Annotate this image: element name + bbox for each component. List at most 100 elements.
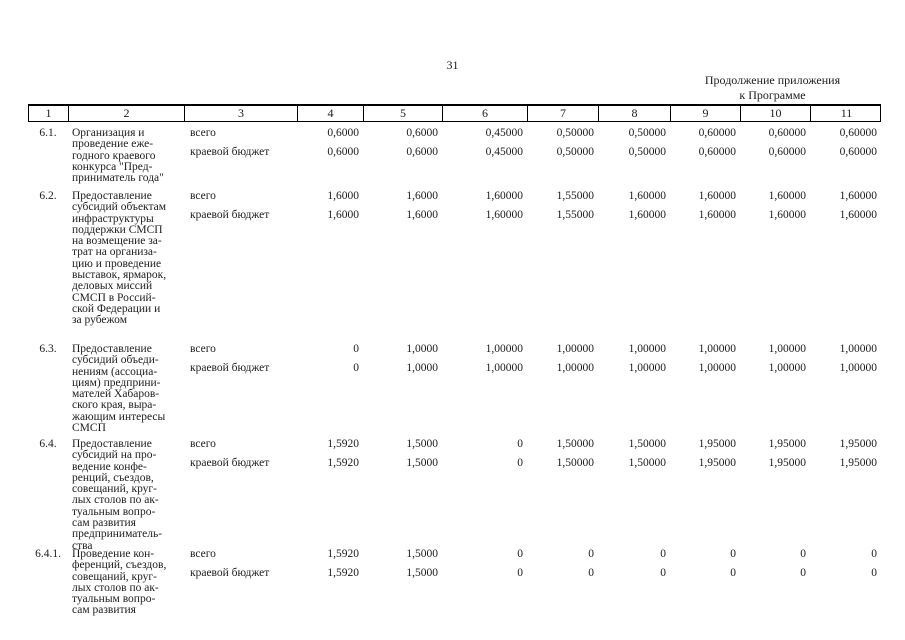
value-cell: 1,60000	[628, 209, 666, 221]
value-column: 0,6000 0,6000	[363, 127, 442, 158]
value-column: 0 0	[297, 343, 363, 374]
value-column: 1,5000 1,5000	[363, 548, 442, 579]
value-cell: 1,5000	[406, 567, 438, 579]
value-cell: 1,6000	[327, 190, 359, 202]
funding-source-label: всего	[190, 190, 216, 202]
value-cell: 1,95000	[839, 457, 877, 469]
value-column: 0,45000 0,45000	[442, 127, 527, 158]
value-column: 1,6000 1,6000	[297, 190, 363, 221]
value-cell: 0,60000	[768, 127, 806, 139]
value-cell: 1,00000	[485, 362, 523, 374]
value-column: 1,95000 1,95000	[810, 438, 881, 469]
value-column: 0 0	[598, 548, 670, 579]
value-cell: 0,6000	[406, 146, 438, 158]
value-cell: 1,5920	[327, 457, 359, 469]
header-cell-6: 6	[443, 106, 528, 121]
value-cell: 0	[871, 567, 877, 579]
value-column: 0,60000 0,60000	[740, 127, 810, 158]
value-cell: 1,00000	[698, 343, 736, 355]
header-cell-3: 3	[185, 106, 298, 121]
value-cell: 1,60000	[628, 190, 666, 202]
value-cell: 1,60000	[768, 190, 806, 202]
value-column: 1,6000 1,6000	[363, 190, 442, 221]
measure-name: Проведение кон- ференций, съездов, совещ…	[72, 548, 167, 617]
value-cell: 1,5000	[406, 548, 438, 560]
value-column: 0,60000 0,60000	[810, 127, 881, 158]
value-cell: 0,60000	[839, 127, 877, 139]
value-cell: 1,60000	[485, 190, 523, 202]
value-cell: 1,50000	[556, 457, 594, 469]
value-column: 1,95000 1,95000	[740, 438, 810, 469]
value-column: 1,50000 1,50000	[598, 438, 670, 469]
funding-source-label: всего	[190, 343, 216, 355]
value-cell: 1,00000	[628, 362, 666, 374]
funding-source-column: всего краевой бюджет	[184, 548, 297, 579]
value-cell: 0,60000	[768, 146, 806, 158]
header-cell-11: 11	[840, 106, 853, 120]
value-cell: 0,60000	[839, 146, 877, 158]
value-cell: 1,6000	[406, 209, 438, 221]
value-cell: 0,60000	[698, 146, 736, 158]
table-row: 6.2. Предоставление субсидий объектам ин…	[28, 190, 881, 327]
value-cell: 1,55000	[556, 209, 594, 221]
value-column: 0,60000 0,60000	[670, 127, 740, 158]
value-cell: 0	[800, 548, 806, 560]
value-column: 1,5000 1,5000	[363, 438, 442, 469]
value-column: 0 0	[442, 548, 527, 579]
value-column: 1,60000 1,60000	[810, 190, 881, 221]
value-column: 0 0	[442, 438, 527, 469]
header-cell-7: 7	[528, 106, 599, 121]
table-row: 6.4. Предоставление субсидий на про- вед…	[28, 438, 881, 552]
page-number: 31	[446, 58, 459, 72]
value-column: 0,50000 0,50000	[598, 127, 670, 158]
value-cell: 1,50000	[628, 457, 666, 469]
value-column: 1,00000 1,00000	[527, 343, 598, 374]
value-cell: 1,60000	[839, 190, 877, 202]
continuation-note: Продолжение приложения к Программе	[704, 73, 841, 102]
measure-name: Предоставление субсидий объектам инфраст…	[72, 190, 167, 327]
table-header-row: 1 2 3 4 5 6 7 8 9 10 11	[28, 104, 881, 122]
header-cell-9: 9	[671, 106, 741, 121]
header-cell-2: 2	[69, 106, 185, 121]
funding-source-column: всего краевой бюджет	[184, 127, 297, 158]
value-column: 1,60000 1,60000	[740, 190, 810, 221]
measure-name: Предоставление субсидий на про- ведение …	[72, 438, 163, 552]
value-column: 0,6000 0,6000	[297, 127, 363, 158]
value-cell: 0	[588, 567, 594, 579]
value-column: 1,5920 1,5920	[297, 438, 363, 469]
header-cell-5: 5	[364, 106, 443, 121]
funding-source-label: краевой бюджет	[190, 457, 270, 469]
value-column: 1,55000 1,55000	[527, 190, 598, 221]
value-cell: 0	[660, 548, 666, 560]
value-cell: 1,50000	[556, 438, 594, 450]
value-cell: 0,50000	[628, 127, 666, 139]
value-cell: 1,95000	[698, 457, 736, 469]
table-row: 6.4.1. Проведение кон- ференций, съездов…	[28, 548, 881, 617]
value-column: 1,60000 1,60000	[598, 190, 670, 221]
value-cell: 1,55000	[556, 190, 594, 202]
value-cell: 1,00000	[768, 343, 806, 355]
header-cell-8: 8	[599, 106, 671, 121]
value-cell: 1,5920	[327, 438, 359, 450]
row-number: 6.3.	[39, 343, 57, 355]
table-row: 6.1. Организация и проведение еже- годно…	[28, 127, 881, 184]
value-cell: 0	[730, 567, 736, 579]
value-cell: 0	[517, 548, 523, 560]
value-column: 1,0000 1,0000	[363, 343, 442, 374]
header-cell-10: 10	[741, 106, 811, 121]
value-cell: 0,50000	[556, 146, 594, 158]
value-cell: 1,60000	[698, 209, 736, 221]
value-column: 0 0	[810, 548, 881, 579]
value-cell: 1,5920	[327, 567, 359, 579]
value-cell: 1,6000	[327, 209, 359, 221]
value-cell: 1,95000	[839, 438, 877, 450]
funding-source-label: краевой бюджет	[190, 209, 270, 221]
value-cell: 1,5920	[327, 548, 359, 560]
value-column: 1,60000 1,60000	[670, 190, 740, 221]
row-number: 6.2.	[39, 190, 57, 202]
value-cell: 1,00000	[698, 362, 736, 374]
value-column: 1,00000 1,00000	[810, 343, 881, 374]
value-cell: 0	[800, 567, 806, 579]
funding-source-label: краевой бюджет	[190, 362, 270, 374]
value-cell: 0,6000	[327, 146, 359, 158]
